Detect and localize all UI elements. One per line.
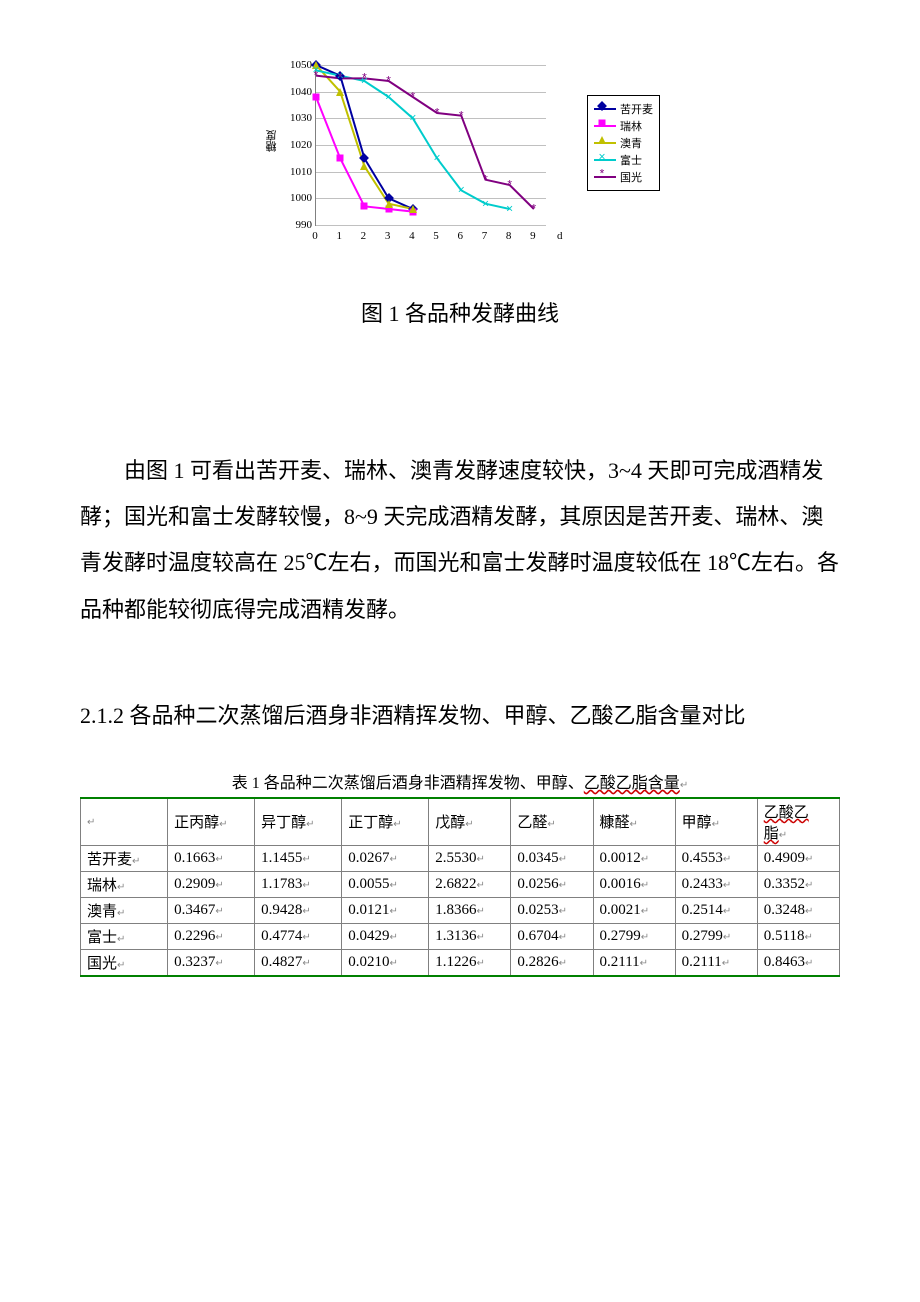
table-row: 苦开麦↵0.1663↵1.1455↵0.0267↵2.5530↵0.0345↵0… (81, 845, 840, 871)
data-table-container: 表 1 各品种二次蒸馏后酒身非酒精挥发物、甲醇、乙酸乙脂含量↵ ↵正丙醇↵异丁醇… (80, 769, 840, 977)
table-cell: 0.2111↵ (593, 949, 675, 976)
x-tick: 3 (385, 230, 391, 242)
table-header-cell: 糠醛↵ (593, 798, 675, 846)
table-cell: 0.2799↵ (675, 923, 757, 949)
table-cell: 1.8366↵ (429, 897, 511, 923)
table-cell: 0.0345↵ (511, 845, 593, 871)
table-cell: 1.1783↵ (255, 871, 342, 897)
table-row: 富士↵0.2296↵0.4774↵0.0429↵1.3136↵0.6704↵0.… (81, 923, 840, 949)
figure-caption: 图 1 各品种发酵曲线 (80, 296, 840, 328)
table-cell: 0.3467↵ (168, 897, 255, 923)
table-cell: 0.2909↵ (168, 871, 255, 897)
table-row: 澳青↵0.3467↵0.9428↵0.0121↵1.8366↵0.0253↵0.… (81, 897, 840, 923)
table-cell: 0.2826↵ (511, 949, 593, 976)
table-header-cell: 正丙醇↵ (168, 798, 255, 846)
table-cell: 0.0055↵ (342, 871, 429, 897)
table-row: 国光↵0.3237↵0.4827↵0.0210↵1.1226↵0.2826↵0.… (81, 949, 840, 976)
table-cell: 0.3248↵ (757, 897, 839, 923)
chart-legend: 苦开麦 瑞林 澳青 × 富士 * 国光 (587, 95, 660, 191)
legend-item: 苦开麦 (594, 101, 653, 117)
table-header-cell: 乙酸乙脂↵ (757, 798, 839, 846)
x-tick: 8 (506, 230, 512, 242)
legend-label: 瑞林 (620, 118, 642, 134)
table-cell: 0.4909↵ (757, 845, 839, 871)
table-cell: 0.3352↵ (757, 871, 839, 897)
y-tick: 1040 (282, 86, 312, 98)
table-cell: 0.2433↵ (675, 871, 757, 897)
legend-label: 国光 (620, 169, 642, 185)
y-tick: 1050 (282, 59, 312, 71)
x-tick: 6 (458, 230, 464, 242)
y-tick: 1020 (282, 139, 312, 151)
y-axis-label: 糖度 (264, 130, 280, 152)
y-tick: 1030 (282, 112, 312, 124)
table-cell: 0.4774↵ (255, 923, 342, 949)
table-cell: 0.0429↵ (342, 923, 429, 949)
table-cell: 瑞林↵ (81, 871, 168, 897)
section-heading: 2.1.2 各品种二次蒸馏后酒身非酒精挥发物、甲醇、乙酸乙脂含量对比 (80, 693, 840, 739)
table-cell: 0.0210↵ (342, 949, 429, 976)
table-cell: 0.0256↵ (511, 871, 593, 897)
chart-container: 糖度 990 1000 1010 1020 1030 1040 1050 ×××××××××… (80, 60, 840, 266)
composition-table: ↵正丙醇↵异丁醇↵正丁醇↵戊醇↵乙醛↵糠醛↵甲醇↵乙酸乙脂↵苦开麦↵0.1663… (80, 797, 840, 977)
table-header-row: ↵正丙醇↵异丁醇↵正丁醇↵戊醇↵乙醛↵糠醛↵甲醇↵乙酸乙脂↵ (81, 798, 840, 846)
table-cell: 0.2111↵ (675, 949, 757, 976)
x-tick: 0 (312, 230, 318, 242)
table-cell: 2.6822↵ (429, 871, 511, 897)
table-cell: 0.0253↵ (511, 897, 593, 923)
legend-label: 澳青 (620, 135, 642, 151)
legend-item: 瑞林 (594, 118, 653, 134)
table-cell: 0.4827↵ (255, 949, 342, 976)
table-cell: 1.1455↵ (255, 845, 342, 871)
table-header-cell: 甲醇↵ (675, 798, 757, 846)
table-title: 表 1 各品种二次蒸馏后酒身非酒精挥发物、甲醇、乙酸乙脂含量↵ (80, 769, 840, 793)
table-cell: 0.0016↵ (593, 871, 675, 897)
table-cell: 0.5118↵ (757, 923, 839, 949)
y-tick: 1010 (282, 166, 312, 178)
x-tick: 1 (336, 230, 342, 242)
table-header-cell: ↵ (81, 798, 168, 846)
table-cell: 1.1226↵ (429, 949, 511, 976)
x-tick: 2 (361, 230, 367, 242)
analysis-paragraph: 由图 1 可看出苦开麦、瑞林、澳青发酵速度较快，3~4 天即可完成酒精发酵；国光… (80, 448, 840, 633)
table-header-cell: 戊醇↵ (429, 798, 511, 846)
table-cell: 0.2799↵ (593, 923, 675, 949)
x-axis-unit: d (557, 230, 563, 242)
table-cell: 0.3237↵ (168, 949, 255, 976)
legend-item: * 国光 (594, 169, 653, 185)
table-cell: 富士↵ (81, 923, 168, 949)
table-header-cell: 乙醛↵ (511, 798, 593, 846)
table-cell: 2.5530↵ (429, 845, 511, 871)
x-tick: 9 (530, 230, 536, 242)
legend-label: 苦开麦 (620, 101, 653, 117)
table-cell: 0.4553↵ (675, 845, 757, 871)
table-cell: 苦开麦↵ (81, 845, 168, 871)
y-tick: 990 (282, 219, 312, 231)
x-tick: 4 (409, 230, 415, 242)
table-cell: 0.8463↵ (757, 949, 839, 976)
table-cell: 0.6704↵ (511, 923, 593, 949)
table-cell: 0.9428↵ (255, 897, 342, 923)
table-header-cell: 异丁醇↵ (255, 798, 342, 846)
table-cell: 1.3136↵ (429, 923, 511, 949)
x-tick: 5 (433, 230, 439, 242)
table-cell: 0.0021↵ (593, 897, 675, 923)
table-cell: 0.2296↵ (168, 923, 255, 949)
fermentation-chart: 糖度 990100010101020103010401050 ×××××××××… (270, 60, 650, 260)
legend-label: 富士 (620, 152, 642, 168)
table-cell: 0.2514↵ (675, 897, 757, 923)
table-row: 瑞林↵0.2909↵1.1783↵0.0055↵2.6822↵0.0256↵0.… (81, 871, 840, 897)
table-cell: 0.1663↵ (168, 845, 255, 871)
y-tick: 1000 (282, 192, 312, 204)
table-cell: 0.0267↵ (342, 845, 429, 871)
table-cell: 澳青↵ (81, 897, 168, 923)
plot-area: ×××××××××********** (315, 65, 546, 226)
table-header-cell: 正丁醇↵ (342, 798, 429, 846)
x-tick: 7 (482, 230, 488, 242)
table-cell: 国光↵ (81, 949, 168, 976)
table-cell: 0.0121↵ (342, 897, 429, 923)
table-cell: 0.0012↵ (593, 845, 675, 871)
